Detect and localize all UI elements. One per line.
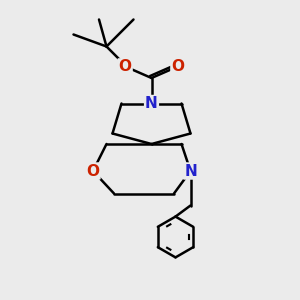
Text: O: O — [86, 164, 100, 178]
Text: O: O — [171, 59, 184, 74]
Text: N: N — [145, 96, 158, 111]
Text: N: N — [184, 164, 197, 178]
Text: O: O — [118, 59, 132, 74]
